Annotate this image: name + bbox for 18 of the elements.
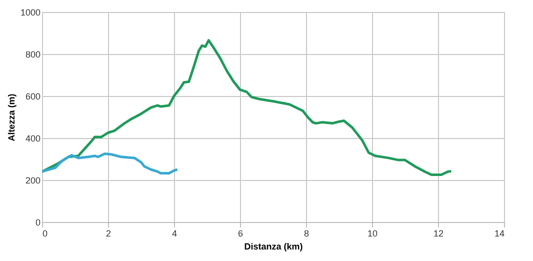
x-tick-label: 14 [494,228,504,238]
y-tick-label: 200 [25,176,40,186]
x-tick-label: 4 [172,228,178,238]
line-series [42,152,179,175]
line-series [42,39,452,176]
x-tick-label: 10 [367,228,378,238]
y-tick-label: 0 [35,218,40,228]
y-tick-label: 400 [25,134,40,144]
x-tick-label: 2 [106,228,112,238]
y-tick-label: 1000 [20,8,40,18]
y-tick-label: 800 [25,50,40,60]
x-tick-label: 0 [42,228,48,238]
y-tick-label: 600 [25,92,40,102]
x-tick-label: 8 [304,228,310,238]
x-tick-label: 12 [433,228,444,238]
x-axis-title: Distanza (km) [244,242,303,252]
x-tick-label: 6 [238,228,244,238]
y-axis-title: Altezza (m) [6,94,16,142]
